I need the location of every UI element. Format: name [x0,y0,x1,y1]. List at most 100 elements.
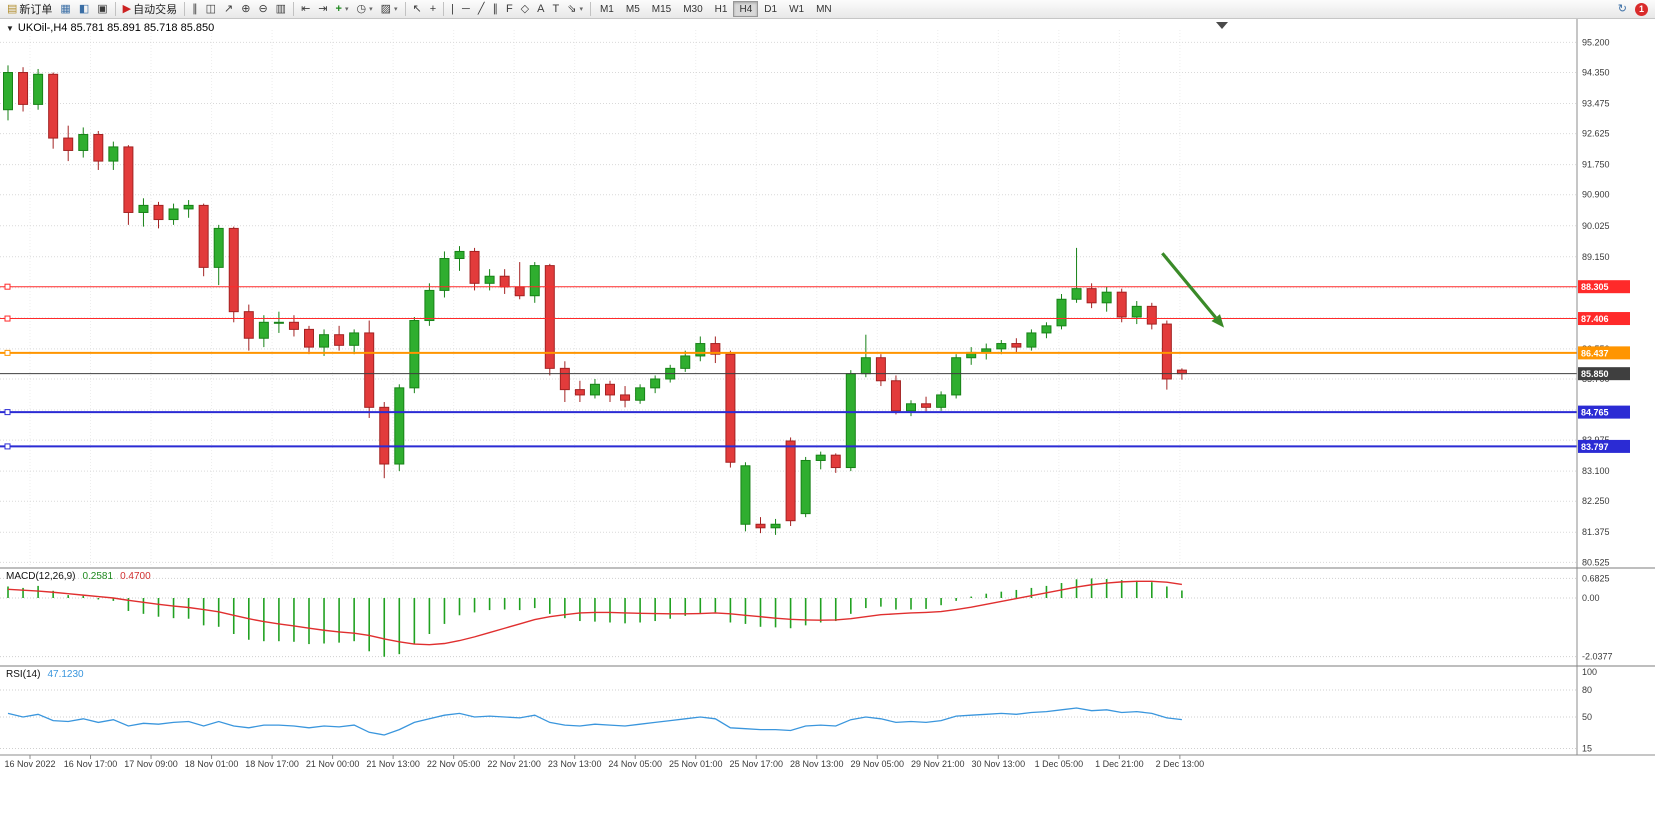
chart-shift-button[interactable]: ⇤ [297,1,314,18]
svg-text:82.250: 82.250 [1582,496,1610,506]
text-button[interactable]: A [533,1,548,18]
arrows-button[interactable]: ⇘ ▾ [563,1,587,18]
svg-text:83.797: 83.797 [1581,442,1609,452]
svg-text:24 Nov 05:00: 24 Nov 05:00 [608,759,662,769]
time-axis[interactable]: 16 Nov 2022 16 Nov 17:00 17 Nov 09:00 18 No… [4,755,1204,769]
templates-button[interactable]: ▨ ▾ [377,1,402,18]
zoom-out-button[interactable]: ⊖ [254,1,271,18]
svg-text:16 Nov 17:00: 16 Nov 17:00 [64,759,118,769]
zoom-out-icon: ⊖ [258,2,268,15]
terminal-icon: ▣ [97,2,108,15]
bar-chart-button[interactable]: ∥ [188,1,202,18]
refresh-button[interactable]: ↻ [1614,1,1631,18]
cursor-button[interactable]: ↖ [409,1,426,18]
crosshair-icon: + [429,2,437,15]
chevron-down-icon: ▾ [579,6,583,13]
shapes-button[interactable]: ◇ [517,1,533,18]
svg-text:89.150: 89.150 [1582,252,1610,262]
price-chart-svg[interactable]: 95.200 94.350 93.475 92.625 91.750 90.900 90.0… [0,19,1655,821]
rsi-label: RSI(14) 47.1230 [6,669,84,680]
timeframe-m30-button[interactable]: M30 [677,1,708,17]
chart-canvas[interactable]: 95.200 94.350 93.475 92.625 91.750 90.900 90.0… [0,19,1655,821]
symbol-dropdown-icon[interactable]: ▼ [6,23,14,33]
periods-button[interactable]: ◷ ▾ [352,1,376,18]
timeframe-w1-button[interactable]: W1 [783,1,810,17]
auto-scroll-button[interactable]: ⇥ [314,1,331,18]
svg-text:85.850: 85.850 [1581,369,1609,379]
horizontal-line-button[interactable]: ─ [458,1,474,18]
svg-text:22 Nov 05:00: 22 Nov 05:00 [427,759,481,769]
channel-button[interactable]: ∥ [488,1,502,18]
svg-text:81.375: 81.375 [1582,527,1610,537]
toolbar-separator [589,2,591,16]
timeframe-h1-button[interactable]: H1 [709,1,734,17]
crosshair-button[interactable]: + [426,1,440,18]
timeframe-h4-button[interactable]: H4 [733,1,759,17]
refresh-icon: ↻ [1617,2,1627,15]
vertical-grid [29,30,1181,565]
terminal-button[interactable]: ▣ [93,1,111,18]
svg-text:21 Nov 00:00: 21 Nov 00:00 [306,759,360,769]
timeframe-d1-button[interactable]: D1 [758,1,783,17]
svg-text:0.00: 0.00 [1582,593,1600,603]
svg-text:50: 50 [1582,712,1592,722]
rsi-value: 47.1230 [47,669,84,680]
line-chart-button[interactable]: ↗ [220,1,237,18]
candlestick-chart-button[interactable]: ◫ [202,1,220,18]
chart-shift-marker[interactable] [1216,22,1228,29]
svg-text:17 Nov 09:00: 17 Nov 09:00 [124,759,178,769]
clock-icon: ◷ [356,2,367,15]
data-window-button[interactable]: ◧ [75,1,93,18]
macd-label: MACD(12,26,9) 0.2581 0.4700 [6,571,151,582]
horizontal-line-icon: ─ [462,2,470,15]
timeframe-m15-button[interactable]: M15 [646,1,677,17]
timeframe-m5-button[interactable]: M5 [620,1,646,17]
svg-text:18 Nov 01:00: 18 Nov 01:00 [185,759,239,769]
svg-text:90.025: 90.025 [1582,221,1610,231]
chart-title-text: UKOil-,H4 85.781 85.891 85.718 85.850 [17,22,215,34]
add-indicator-icon: + [335,2,342,15]
svg-text:22 Nov 21:00: 22 Nov 21:00 [487,759,541,769]
timeframe-m1-button[interactable]: M1 [594,1,620,17]
horizontal-lines[interactable] [0,283,1577,450]
notification-badge[interactable]: 1 [1635,2,1648,16]
new-order-button[interactable]: ▤ 新订单 [3,1,56,18]
market-watch-button[interactable]: ▦ [56,1,74,18]
svg-text:29 Nov 21:00: 29 Nov 21:00 [911,759,965,769]
svg-text:16 Nov 2022: 16 Nov 2022 [4,759,55,769]
trend-arrow[interactable] [1161,252,1225,328]
macd-value: 0.2581 [82,571,114,582]
main-toolbar: ▤ 新订单 ▦ ◧ ▣ ▶ 自动交易 ∥ ◫ ↗ ⊕ ⊖ ▥ ⇤ ⇥ + ▾ ◷… [0,0,1655,19]
tile-windows-icon: ▥ [275,2,287,15]
svg-text:84.765: 84.765 [1581,408,1609,418]
cursor-icon: ↖ [412,2,422,15]
toolbar-separator [114,2,116,16]
indicators-button[interactable]: + ▾ [332,1,353,18]
macd-signal-value: 0.4700 [120,571,151,582]
toolbar-separator [184,2,186,16]
channel-icon: ∥ [492,2,498,15]
zoom-in-button[interactable]: ⊕ [237,1,254,18]
svg-text:2 Dec 13:00: 2 Dec 13:00 [1156,759,1205,769]
auto-trading-button[interactable]: ▶ 自动交易 [119,1,181,18]
chevron-down-icon: ▾ [393,6,398,13]
chevron-down-icon: ▾ [344,6,349,13]
svg-text:25 Nov 01:00: 25 Nov 01:00 [669,759,723,769]
chevron-down-icon: ▾ [369,6,373,13]
svg-text:91.750: 91.750 [1582,160,1610,170]
tile-windows-button[interactable]: ▥ [272,1,290,18]
vertical-line-button[interactable]: | [447,1,458,18]
price-badges: 88.305 87.406 86.437 85.850 84.765 83.797 [1578,280,1630,453]
fibonacci-icon: F [505,2,513,15]
auto-trading-icon: ▶ [122,2,132,15]
trendline-button[interactable]: ╱ [474,1,489,18]
timeframe-mn-button[interactable]: MN [810,1,838,17]
toolbar-separator [293,2,295,16]
rsi-name: RSI(14) [6,669,41,680]
fibonacci-button[interactable]: F [502,1,517,18]
toolbar-separator [443,2,445,16]
text-label-button[interactable]: T [548,1,563,18]
macd-panel: 0.6825 0.00 -2.0377 [0,573,1613,662]
svg-text:94.350: 94.350 [1582,68,1610,78]
